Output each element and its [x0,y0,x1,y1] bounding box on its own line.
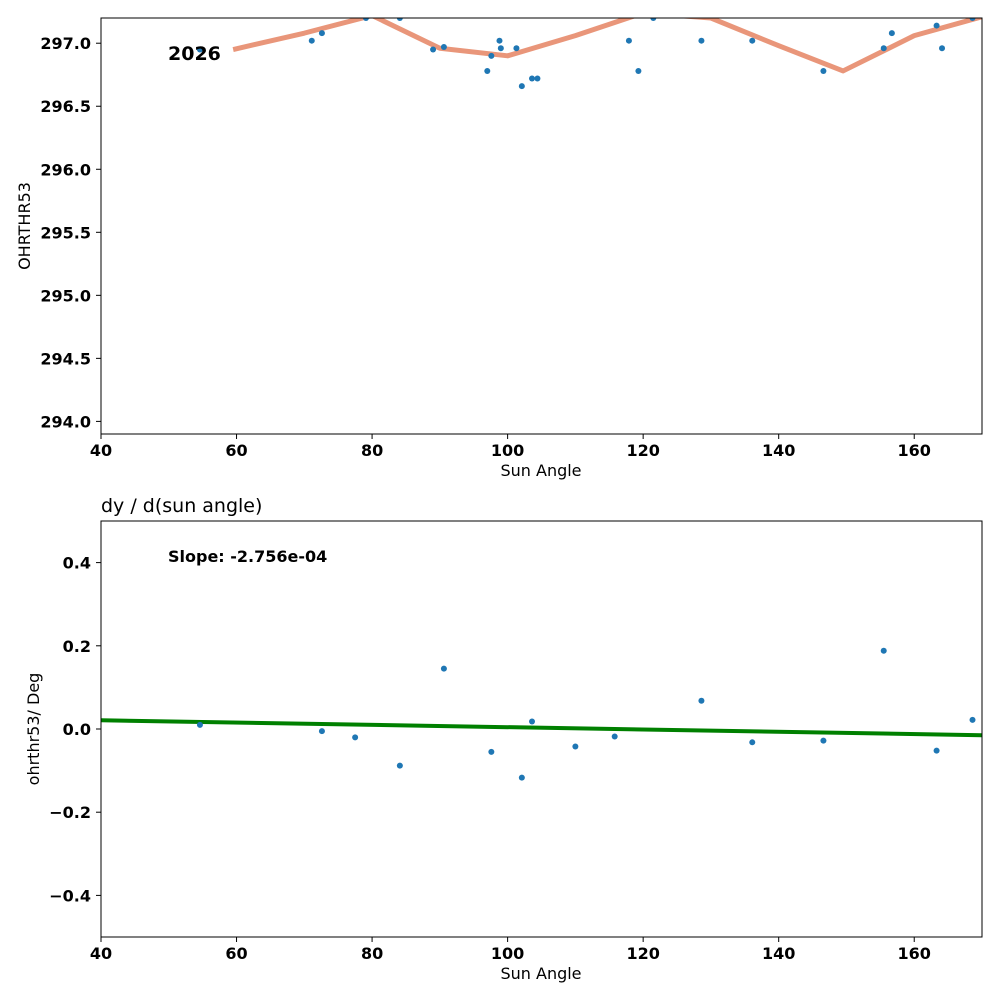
top-data-point [430,46,437,53]
bottom-data-point [820,737,827,744]
top-panel: 40 60 80 100 120 140 160 294.0 294.5 295.0 295.5 29… [15,17,983,480]
bottom-plot-title: dy / d(sun angle) [101,495,262,517]
bottom-x-axis-label: Sun Angle [500,964,581,983]
top-x-tick-label: 60 [225,441,247,460]
top-data-point [635,67,642,74]
top-y-tick-label: 297.0 [40,34,91,53]
bottom-x-tick-label: 160 [898,944,931,963]
bottom-data-point [352,734,359,741]
bottom-x-tick-label: 100 [491,944,524,963]
top-data-point [362,18,369,21]
top-x-tick-label: 120 [626,441,659,460]
top-annotation: 2026 [168,43,221,65]
top-data-point [518,83,525,90]
top-data-point [529,75,536,82]
top-y-axis-label: OHRTHR53 [15,182,34,270]
bottom-data-point [611,733,618,740]
top-data-point [939,45,946,52]
bottom-data-point [488,748,495,755]
top-data-point [820,67,827,74]
bottom-data-point [572,743,579,750]
top-data-point [698,37,705,44]
top-y-tick-label: 294.0 [40,412,91,431]
bottom-data-point [440,665,447,672]
top-data-point [196,46,203,53]
top-data-point [440,43,447,50]
bottom-data-point [880,647,887,654]
bottom-data-point [396,762,403,769]
bottom-data-point [698,697,705,704]
bottom-x-tick-label: 80 [361,944,383,963]
top-data-point [488,52,495,59]
bottom-y-axis-label: ohrthr53/ Deg [24,673,43,786]
bottom-y-tick-label: 0.4 [63,554,91,573]
bottom-data-point [933,747,940,754]
bottom-data-point [749,739,756,746]
top-data-point [650,18,657,21]
bottom-plot-frame [100,520,983,938]
slope-annotation: Slope: -2.756e-04 [168,547,327,566]
regression-fit-line [101,718,982,738]
top-data-point [888,30,895,37]
bottom-y-tick-label: −0.4 [49,886,91,905]
top-data-point [497,45,504,52]
top-data-point [496,37,503,44]
top-y-tick-label: 294.5 [40,349,91,368]
bottom-data-point [318,728,325,735]
top-data-point [513,45,520,52]
bottom-x-tick-label: 40 [90,944,112,963]
top-x-tick-label: 40 [90,441,112,460]
bottom-data-point [518,774,525,781]
top-data-point [484,67,491,74]
top-plot-frame [100,17,983,435]
top-y-tick-label: 295.5 [40,223,91,242]
bottom-data-point [969,716,976,723]
bottom-data-point [529,718,536,725]
bottom-x-tick-label: 60 [225,944,247,963]
top-x-tick-label: 160 [898,441,931,460]
top-x-tick-label: 80 [361,441,383,460]
top-y-tick-label: 296.5 [40,97,91,116]
bottom-y-tick-label: 0.2 [63,637,91,656]
bottom-panel: dy / d(sun angle) 40 60 80 100 120 140 160 −0.4… [24,495,983,983]
bottom-x-tick-label: 120 [626,944,659,963]
bottom-plot-marks [101,647,982,781]
top-data-point [969,18,976,21]
top-data-point [396,18,403,21]
top-data-point [880,45,887,52]
top-x-tick-label: 100 [491,441,524,460]
bottom-y-tick-label: 0.0 [63,720,91,739]
bottom-x-tick-label: 140 [762,944,795,963]
bottom-data-point [196,721,203,728]
top-data-point [308,37,315,44]
bottom-y-tick-label: −0.2 [49,803,91,822]
top-x-axis-label: Sun Angle [500,461,581,480]
top-y-tick-label: 295.0 [40,286,91,305]
top-x-tick-label: 140 [762,441,795,460]
top-data-point [534,75,541,82]
top-data-point [933,22,940,29]
bottom-axes: 40 60 80 100 120 140 160 −0.4 −0.2 0.0 0.2 0.4 [49,554,931,963]
top-data-point [749,37,756,44]
top-data-point [318,30,325,37]
top-axes: 40 60 80 100 120 140 160 294.0 294.5 295.0 295.5 29… [40,34,931,460]
top-data-point [625,37,632,44]
top-y-tick-label: 296.0 [40,160,91,179]
